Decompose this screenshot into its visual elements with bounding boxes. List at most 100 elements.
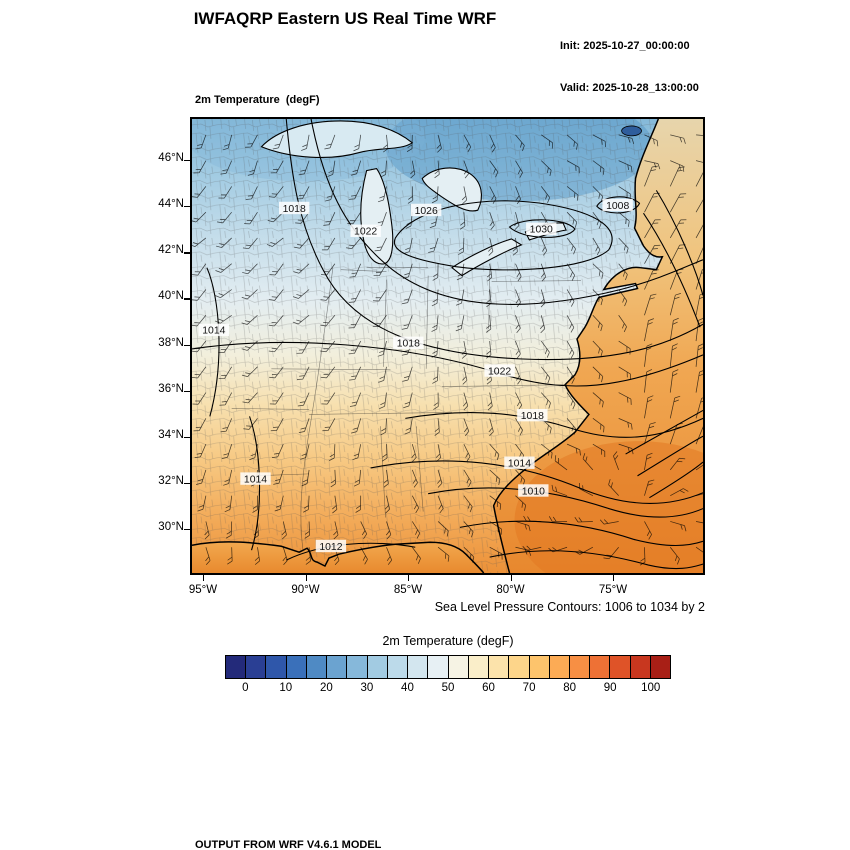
wind-barb [269, 392, 284, 405]
wind-barb [618, 237, 629, 254]
colorbar-tick-label: 90 [603, 682, 617, 694]
wind-barb [539, 315, 546, 334]
wind-barb [320, 366, 336, 379]
wind-barb [695, 461, 703, 471]
lon-tick-label: 85°W [393, 584, 423, 596]
lon-tickmark [510, 575, 512, 581]
wind-barb [297, 392, 310, 407]
wind-barb [566, 443, 581, 456]
wind-barb [218, 186, 233, 199]
wind-barb [608, 479, 619, 496]
wind-barb [219, 392, 233, 406]
contour-label: 1012 [319, 542, 342, 553]
wind-barb [566, 186, 579, 201]
wind-barb [333, 521, 339, 540]
wind-barb [372, 289, 387, 302]
wind-barb [574, 516, 593, 523]
wind-barb [669, 457, 686, 471]
colorbar-cell [569, 656, 591, 678]
contour-label-bg [526, 222, 557, 235]
wind-barb [566, 392, 576, 410]
colorbar-cell [468, 656, 490, 678]
colorbar-cell [428, 656, 449, 678]
wind-barb [220, 160, 233, 175]
wind-barb [431, 289, 439, 307]
wind-barb [695, 167, 703, 187]
wind-barb [578, 483, 594, 497]
wind-barb [540, 340, 550, 358]
footer: OUTPUT FROM WRF V4.6.1 MODEL WE = 310 ; … [195, 810, 644, 850]
wind-barb [644, 219, 661, 239]
wind-barb [487, 263, 493, 282]
wind-barb [268, 186, 284, 198]
contour-label-bg [315, 539, 347, 553]
wind-barb [461, 186, 468, 205]
wind-barb [296, 340, 310, 354]
wind-barb [352, 444, 362, 461]
wind-barb [328, 444, 336, 462]
wind-barb [455, 315, 465, 332]
wind-barb [360, 547, 368, 565]
lon-tick-label: 90°W [291, 584, 320, 596]
colorbar-cell [306, 656, 328, 678]
wind-barb [514, 212, 520, 230]
wind-barb [696, 134, 703, 142]
wind-barb [461, 340, 467, 359]
colorbar-cell [246, 656, 267, 678]
colorbar-cell [226, 656, 247, 678]
wind-barb [241, 289, 258, 300]
wind-barb [592, 366, 604, 383]
wind-barb [566, 340, 575, 359]
wind-barb [192, 211, 207, 223]
wind-barb [541, 160, 552, 177]
wind-barb [332, 495, 338, 514]
wind-barb [304, 521, 310, 539]
wind-barb [221, 444, 233, 460]
wind-barb [540, 237, 548, 256]
wind-barb [252, 495, 258, 513]
wind-barb [378, 366, 387, 383]
wind-barb [437, 469, 443, 488]
wind-barb [269, 366, 284, 379]
wind-barb [639, 547, 646, 566]
wind-barb [540, 366, 551, 384]
wind-barb [669, 219, 687, 239]
lat-tickmark [184, 529, 190, 531]
wind-barb [644, 369, 653, 393]
wind-barb [434, 418, 440, 436]
wind-barb [431, 186, 439, 204]
wind-barb [463, 546, 475, 563]
lat-tickmark [184, 482, 190, 485]
wind-barb [270, 418, 284, 432]
wind-barb [618, 186, 631, 200]
contour-label: 1018 [521, 411, 544, 422]
wind-barb [456, 263, 465, 281]
colorbar-tick-labels: 0 10 20 30 40 50 60 70 80 90 100 [225, 682, 671, 698]
wind-barb [410, 160, 416, 179]
colorbar-title: 2m Temperature (degF) [382, 634, 514, 648]
wind-barb [401, 289, 413, 305]
colorbar-cell [529, 656, 550, 678]
wind-barb [437, 495, 444, 514]
wind-barb [515, 315, 521, 334]
wind-barb [380, 418, 387, 436]
wind-barb [644, 244, 661, 264]
contour-label-bg [240, 472, 271, 485]
wind-barb [224, 495, 233, 513]
wind-barbs [192, 134, 703, 566]
wind-barb [353, 134, 362, 152]
lat-tickmark [184, 390, 190, 392]
colorbar-tick-label: 40 [401, 682, 414, 694]
contour-label-bg [517, 408, 548, 422]
wind-barb [463, 134, 472, 153]
wind-barb [323, 212, 336, 226]
wind-barb [644, 422, 656, 445]
contour-label: 1014 [202, 326, 225, 337]
wind-barb [192, 366, 207, 379]
map-plot: 1014 1018 1022 1026 1030 1008 1018 1022 1018 1014… [192, 119, 703, 573]
wind-barb [411, 547, 421, 564]
wind-barb [592, 289, 603, 306]
wind-barb [669, 268, 684, 290]
wind-barb [670, 521, 687, 532]
